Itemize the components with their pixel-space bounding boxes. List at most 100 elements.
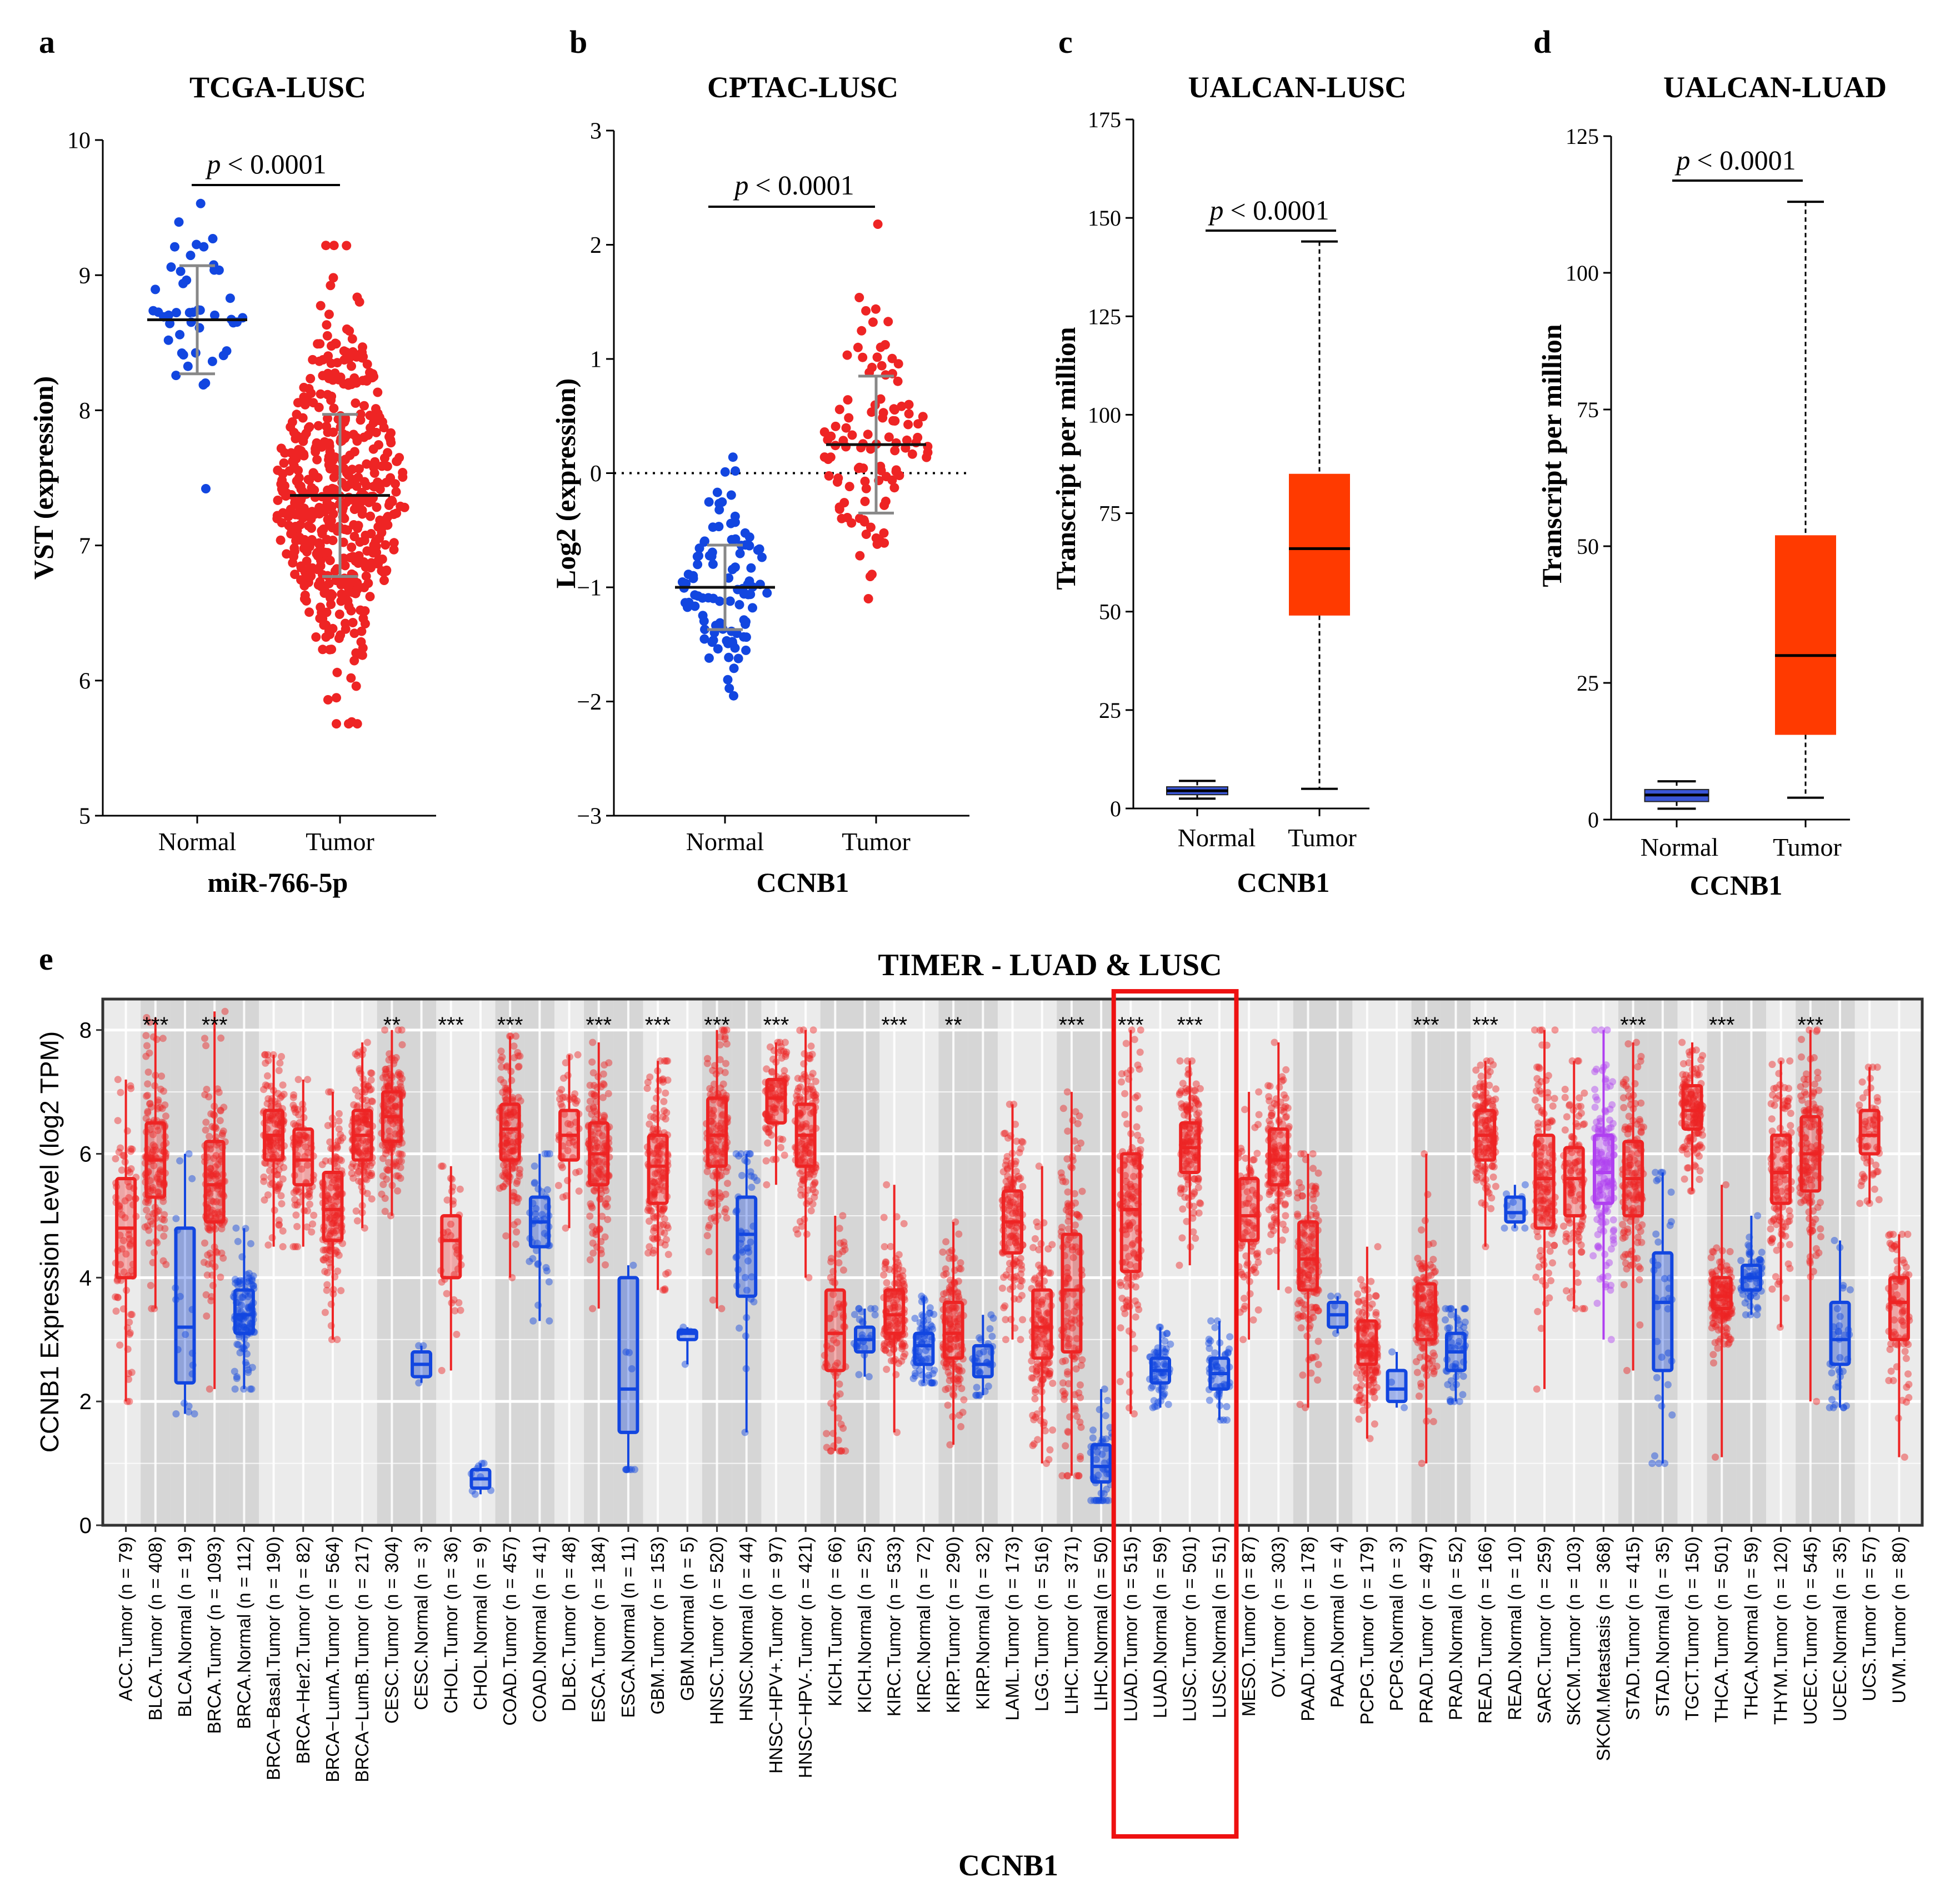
panel-e-point xyxy=(661,1215,668,1223)
panel-e-point xyxy=(709,1296,717,1304)
panel-e-title: TIMER - LUAD & LUSC xyxy=(878,948,1222,982)
panel-b-point xyxy=(879,528,889,538)
panel-a-point xyxy=(334,610,344,619)
panel-a-point xyxy=(366,423,376,433)
panel-e-point xyxy=(589,1249,597,1257)
panel-b-point xyxy=(699,634,709,644)
panel-e-box xyxy=(499,1102,521,1162)
panel-e-point xyxy=(182,1331,189,1339)
panel-e-point xyxy=(205,1226,213,1234)
panel-e-point xyxy=(236,1280,244,1287)
panel-a-point xyxy=(352,481,362,491)
panel-e-point xyxy=(154,1189,162,1196)
panel-e-xtick-label: KICH.Tumor (n = 66) xyxy=(824,1536,845,1706)
panel-e-point xyxy=(263,1100,271,1107)
panel-e-point xyxy=(1255,1088,1263,1096)
panel-b-point xyxy=(739,632,749,642)
panel-e-point xyxy=(855,1371,863,1379)
panel-e-point xyxy=(397,1164,404,1171)
panel-e-point xyxy=(264,1241,272,1249)
panel-e-point xyxy=(295,1136,303,1144)
panel-a-point xyxy=(201,378,211,388)
panel-a-point xyxy=(324,441,334,451)
panel-b-point xyxy=(725,596,735,606)
panel-b-point xyxy=(688,573,698,583)
panel-e-point xyxy=(143,1206,151,1214)
panel-a-point xyxy=(323,368,333,378)
panel-e-point xyxy=(304,1191,312,1199)
panel-e-point xyxy=(266,1117,274,1124)
panel-e-point xyxy=(586,1256,594,1264)
panel-e-point xyxy=(801,1071,808,1078)
panel-b-point xyxy=(690,590,700,600)
panel-a-point xyxy=(341,455,351,465)
panel-a-point xyxy=(357,626,367,636)
panel-e-point xyxy=(803,1230,811,1238)
panel-e-point xyxy=(274,1112,282,1120)
panel-e-point xyxy=(244,1278,252,1286)
panel-e-point xyxy=(185,1408,192,1416)
panel-e-point xyxy=(1135,1105,1143,1112)
panel-e-box xyxy=(233,1288,255,1335)
panel-e-box xyxy=(913,1331,935,1366)
panel-e-point xyxy=(207,1172,214,1180)
panel-a-point xyxy=(349,373,359,383)
panel-a-point xyxy=(170,242,179,252)
panel-e-point xyxy=(865,1373,873,1381)
panel-e-category xyxy=(318,1088,347,1344)
panel-e-point xyxy=(325,1252,333,1260)
panel-e-xtick-label: COAD.Tumor (n = 457) xyxy=(499,1536,520,1726)
panel-a-point xyxy=(289,427,299,437)
panel-e-point xyxy=(664,1269,672,1276)
panel-a-point xyxy=(356,637,366,647)
panel-e-point xyxy=(274,1136,282,1144)
panel-e-point xyxy=(659,1113,667,1121)
panel-a-point xyxy=(284,466,294,476)
panel-e-point xyxy=(1018,1137,1026,1145)
panel-e-point xyxy=(272,1139,280,1147)
panel-e-point xyxy=(267,1112,274,1120)
panel-e-point xyxy=(1190,1190,1198,1197)
panel-e-point xyxy=(801,1216,808,1223)
panel-d-pvalue-text: < 0.0001 xyxy=(1697,144,1796,176)
panel-a-xtick-tumor: Tumor xyxy=(306,827,374,856)
panel-e-point xyxy=(590,1104,597,1112)
panel-e-point xyxy=(206,1190,214,1197)
panel-e-point xyxy=(216,1117,224,1125)
panel-a-point xyxy=(373,415,383,425)
panel-e-point xyxy=(290,1091,298,1099)
panel-c-ytick-label: 75 xyxy=(1099,501,1121,526)
panel-e-point xyxy=(926,1304,934,1312)
panel-e-point xyxy=(207,1213,214,1221)
panel-a-point xyxy=(273,495,283,505)
panel-d-box-rect xyxy=(1775,535,1836,735)
panel-a-point xyxy=(379,576,389,585)
panel-e-point xyxy=(236,1320,243,1327)
panel-e-point xyxy=(201,1035,208,1042)
panel-e-point xyxy=(306,1193,313,1201)
panel-e-point xyxy=(208,1197,216,1205)
panel-e-point xyxy=(827,1258,835,1266)
panel-b-point xyxy=(748,603,757,613)
panel-a-point xyxy=(306,373,316,383)
panel-e-point xyxy=(798,1180,806,1188)
panel-e-point xyxy=(290,1189,298,1196)
panel-e-point xyxy=(806,1055,814,1062)
panel-e-xtick-label: LGG.Tumor (n = 516) xyxy=(1032,1536,1052,1711)
panel-e-point xyxy=(242,1324,249,1331)
panel-e-point xyxy=(266,1160,274,1168)
panel-e-point xyxy=(274,1171,281,1179)
panel-e-point xyxy=(126,1319,133,1326)
panel-e-point xyxy=(146,1049,153,1057)
panel-e-point xyxy=(205,1093,213,1101)
panel-e-point xyxy=(156,1104,164,1111)
panel-a-point xyxy=(318,645,328,655)
panel-e-point xyxy=(736,1324,743,1332)
panel-e-point xyxy=(160,1232,168,1240)
panel-e-point xyxy=(1182,1085,1190,1092)
panel-b-point xyxy=(823,435,833,445)
panel-e-point xyxy=(1266,1247,1273,1255)
panel-b-point xyxy=(844,482,854,492)
panel-e-point xyxy=(839,1266,847,1274)
panel-letter-b: b xyxy=(569,24,587,60)
